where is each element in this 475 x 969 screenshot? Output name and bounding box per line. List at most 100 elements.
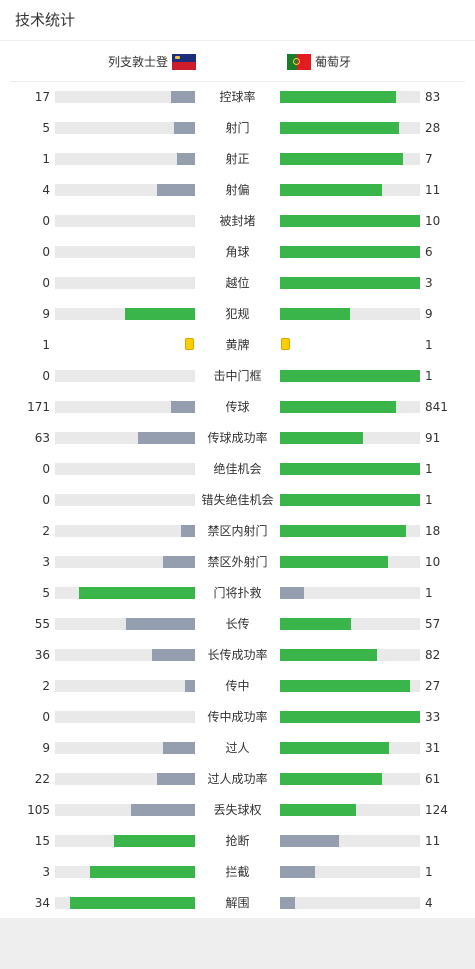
- home-stat-bar-fill: [126, 618, 195, 630]
- home-stat-value: 15: [34, 834, 50, 848]
- stat-label: 过人成功率: [207, 772, 268, 786]
- home-stat-bar: [55, 773, 195, 785]
- away-stat-bar-fill: [280, 308, 350, 320]
- home-stat-bar-fill: [163, 742, 195, 754]
- stat-row: 0 角球 6: [0, 236, 475, 267]
- home-stat-value: 0: [42, 369, 50, 383]
- home-stat-bar: [55, 866, 195, 878]
- away-stat-bar-fill: [280, 277, 420, 289]
- away-stat-bar-fill: [280, 649, 377, 661]
- away-stat-bar-fill: [280, 184, 382, 196]
- stat-row: 22 过人成功率 61: [0, 763, 475, 794]
- stats-panel: 技术统计 列支敦士登 葡萄牙 17 控球率 83 5 射门 28 1 射正 7 4 射偏 11 0 被封堵…: [0, 0, 475, 918]
- away-stat-bar: [280, 401, 420, 413]
- away-stat-value: 7: [425, 152, 433, 166]
- stat-label: 传中成功率: [207, 710, 268, 724]
- away-stat-value: 1: [425, 338, 433, 352]
- stat-row: 0 错失绝佳机会 1: [0, 484, 475, 515]
- away-stat-value: 11: [425, 834, 441, 848]
- stat-label: 长传: [225, 617, 250, 631]
- away-stat-bar-fill: [280, 866, 315, 878]
- home-stat-bar: [55, 742, 195, 754]
- home-stat-value: 4: [42, 183, 50, 197]
- home-stat-bar-fill: [138, 432, 195, 444]
- stat-label: 被封堵: [219, 214, 256, 228]
- home-stat-bar: [55, 370, 195, 382]
- away-stat-bar: [280, 525, 420, 537]
- home-stat-value: 2: [42, 679, 50, 693]
- home-stat-value: 0: [42, 245, 50, 259]
- home-stat-bar-fill: [163, 556, 195, 568]
- away-stat-value: 91: [425, 431, 441, 445]
- away-stat-bar: [280, 184, 420, 196]
- away-stat-bar: [280, 618, 420, 630]
- home-stat-value: 55: [34, 617, 50, 631]
- stat-row: 3 禁区外射门 10: [0, 546, 475, 577]
- away-stat-value: 6: [425, 245, 433, 259]
- stat-row: 0 传中成功率 33: [0, 701, 475, 732]
- away-stat-bar-fill: [280, 556, 388, 568]
- stat-row: 1 射正 7: [0, 143, 475, 174]
- home-stat-bar-fill: [177, 153, 195, 165]
- away-stat-bar-fill: [280, 525, 406, 537]
- away-stat-bar: [280, 742, 420, 754]
- away-stat-value: 1: [425, 462, 433, 476]
- stat-row: 34 解围 4: [0, 887, 475, 918]
- panel-title: 技术统计: [15, 11, 76, 29]
- away-stat-value: 82: [425, 648, 441, 662]
- home-stat-bar: [55, 401, 195, 413]
- away-stat-bar: [280, 835, 420, 847]
- home-stat-bar-fill: [171, 91, 195, 103]
- home-stat-value: 105: [27, 803, 50, 817]
- stat-label: 犯规: [225, 307, 250, 321]
- away-stat-bar: [280, 494, 420, 506]
- away-stat-bar: [280, 153, 420, 165]
- away-stat-bar-fill: [280, 804, 356, 816]
- home-stat-bar: [55, 463, 195, 475]
- home-stat-value: 2: [42, 524, 50, 538]
- home-stat-bar-fill: [157, 773, 195, 785]
- away-stat-bar: [280, 308, 420, 320]
- away-stat-bar: [280, 277, 420, 289]
- away-stat-value: 1: [425, 493, 433, 507]
- home-stat-bar-fill: [70, 897, 195, 909]
- home-stat-bar: [55, 711, 195, 723]
- away-stat-bar: [280, 680, 420, 692]
- home-stat-bar: [55, 835, 195, 847]
- away-stat-bar: [280, 91, 420, 103]
- away-stat-bar-fill: [280, 742, 389, 754]
- away-stat-value: 33: [425, 710, 441, 724]
- away-stat-value: 27: [425, 679, 441, 693]
- stat-row: 0 被封堵 10: [0, 205, 475, 236]
- stat-label: 角球: [225, 245, 250, 259]
- stat-row: 5 射门 28: [0, 112, 475, 143]
- stat-row: 17 控球率 83: [0, 81, 475, 112]
- away-stat-value: 9: [425, 307, 433, 321]
- away-stat-bar-fill: [280, 711, 420, 723]
- stat-row: 0 越位 3: [0, 267, 475, 298]
- away-stat-bar-fill: [280, 835, 339, 847]
- stat-row: 15 抢断 11: [0, 825, 475, 856]
- away-stat-bar: [280, 773, 420, 785]
- stat-label: 错失绝佳机会: [201, 493, 274, 507]
- home-team: 列支敦士登: [108, 53, 196, 70]
- away-stat-bar: [280, 587, 420, 599]
- away-stat-bar: [280, 215, 420, 227]
- stat-row: 9 过人 31: [0, 732, 475, 763]
- stat-label: 射正: [225, 152, 250, 166]
- home-stat-value: 0: [42, 710, 50, 724]
- home-stat-bar-fill: [157, 184, 195, 196]
- stat-label: 黄牌: [225, 338, 250, 352]
- away-stat-value: 31: [425, 741, 441, 755]
- home-stat-bar-fill: [174, 122, 195, 134]
- home-stat-bar: [55, 91, 195, 103]
- stat-label: 传球成功率: [207, 431, 268, 445]
- home-stat-bar: [55, 308, 195, 320]
- stat-label: 拦截: [225, 865, 250, 879]
- away-stat-bar: [280, 711, 420, 723]
- home-stat-value: 5: [42, 586, 50, 600]
- away-stat-bar-fill: [280, 773, 382, 785]
- away-stat-value: 1: [425, 586, 433, 600]
- stat-row: 63 传球成功率 91: [0, 422, 475, 453]
- stat-label: 解围: [225, 896, 250, 910]
